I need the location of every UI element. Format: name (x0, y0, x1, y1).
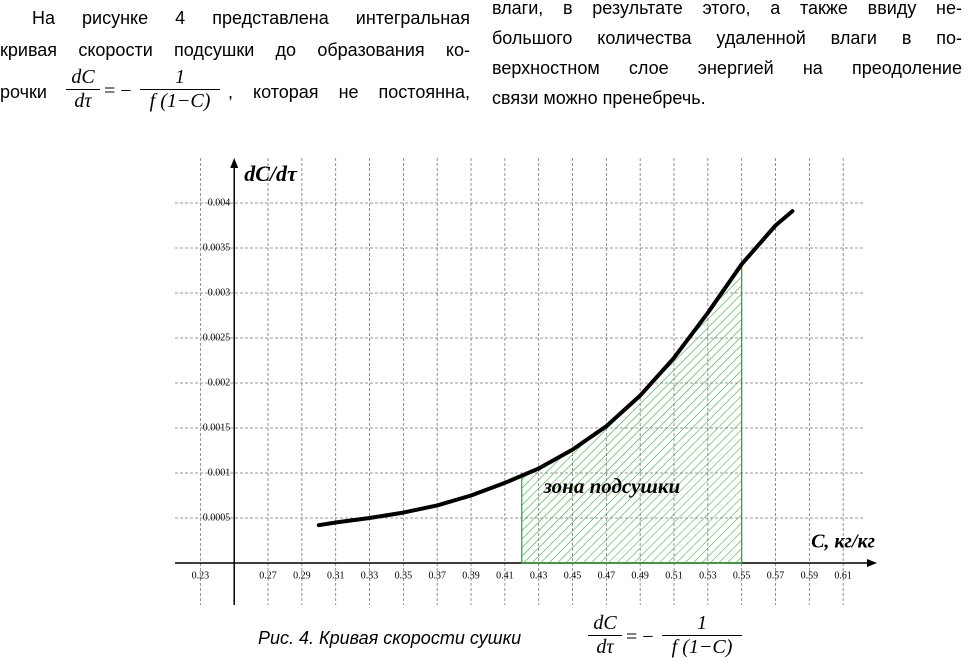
x-tick-label: 0.39 (462, 570, 480, 581)
y-tick-label: 0.002 (208, 377, 231, 388)
text-line: влаги, в результате этого, а также ввиду… (492, 0, 962, 18)
caption: Рис. 4. Кривая скорости сушки (258, 628, 522, 648)
formula-sign: = − (104, 80, 132, 102)
formula-num: dC (66, 66, 100, 90)
x-tick-label: 0.61 (834, 570, 852, 581)
y-axis-label: dC/dτ (244, 161, 298, 186)
formula-num: 1 (140, 66, 220, 90)
formula-sign: = − (626, 626, 654, 648)
x-tick-label: 0.35 (395, 570, 413, 581)
x-tick-label: 0.23 (192, 570, 210, 581)
curve (316, 209, 795, 528)
x-tick-label: 0.59 (801, 570, 819, 581)
y-axis-arrow (230, 158, 239, 168)
text-line: , которая не постоянна, (228, 82, 470, 102)
y-tick-label: 0.0005 (203, 512, 231, 523)
highlight-label: зона подсушки (543, 474, 680, 498)
y-tick-label: 0.0015 (203, 422, 231, 433)
y-tick-label: 0.003 (208, 287, 231, 298)
text-line: рочки (0, 82, 47, 102)
formula-den: f (1−C) (671, 636, 733, 658)
x-tick-label: 0.49 (631, 570, 649, 581)
x-axis-label: C, кг/кг (811, 531, 875, 553)
x-tick-label: 0.43 (530, 570, 548, 581)
x-tick-label: 0.33 (361, 570, 379, 581)
x-tick-label: 0.37 (428, 570, 446, 581)
text-line: На рисунке 4 представлена интегральная (32, 8, 470, 28)
x-tick-label: 0.41 (496, 570, 514, 581)
x-tick-label: 0.51 (665, 570, 683, 581)
formula-den: dτ (596, 636, 614, 658)
formula-fraction: dC dτ (588, 612, 622, 659)
formula-fraction: dC dτ (66, 66, 100, 113)
y-tick-label: 0.004 (208, 197, 231, 208)
x-tick-label: 0.31 (327, 570, 345, 581)
x-tick-label: 0.53 (699, 570, 717, 581)
text-line: верхностном слое энергией на преодоление (492, 58, 962, 78)
x-tick-label: 0.45 (564, 570, 582, 581)
text-line: кривая скорости подсушки до образования … (0, 40, 470, 60)
x-tick-label: 0.27 (259, 570, 277, 581)
y-tick-label: 0.001 (208, 467, 231, 478)
x-tick-label: 0.57 (767, 570, 785, 581)
text-line: большого количества удаленной влаги в по… (492, 28, 962, 48)
formula-den: f (1−C) (149, 90, 211, 112)
formula-num: 1 (662, 612, 742, 636)
y-tick-label: 0.0025 (203, 332, 231, 343)
x-axis-arrow (867, 559, 877, 567)
text-line: связи можно пренебречь. (492, 88, 706, 108)
x-tick-label: 0.29 (293, 570, 311, 581)
formula-den: dτ (74, 90, 92, 112)
x-tick-label: 0.55 (733, 570, 751, 581)
x-tick-label: 0.47 (598, 570, 616, 581)
formula-num: dC (588, 612, 622, 636)
y-tick-label: 0.0035 (203, 242, 231, 253)
